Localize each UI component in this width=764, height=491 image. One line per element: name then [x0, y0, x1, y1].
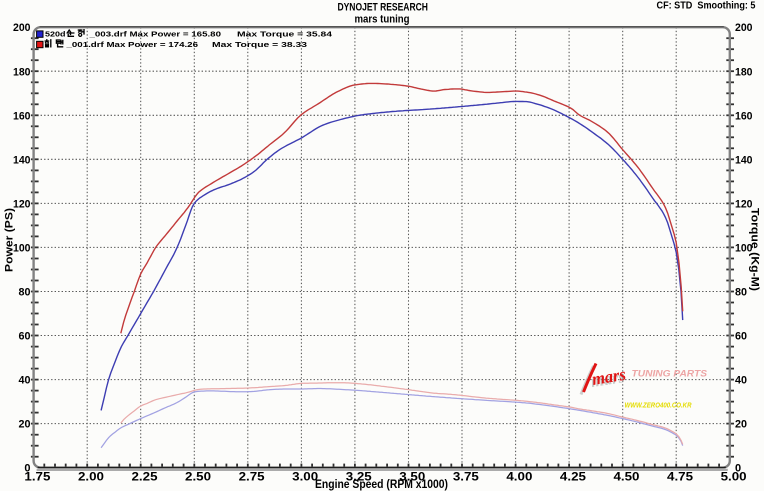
svg-text:1.75: 1.75 [24, 469, 50, 483]
svg-text:2.50: 2.50 [185, 469, 211, 483]
svg-text:120: 120 [735, 198, 753, 210]
svg-text:2.00: 2.00 [78, 469, 104, 483]
svg-text:160: 160 [735, 110, 753, 122]
svg-text:4.50: 4.50 [613, 469, 639, 483]
svg-text:3.50: 3.50 [399, 469, 425, 483]
svg-text:180: 180 [13, 66, 31, 78]
svg-text:40: 40 [735, 375, 747, 387]
svg-text:120: 120 [13, 198, 31, 210]
svg-text:4.00: 4.00 [506, 469, 532, 483]
svg-text:2.25: 2.25 [132, 469, 158, 483]
svg-text:20: 20 [19, 419, 31, 431]
svg-text:80: 80 [735, 287, 747, 299]
svg-text:60: 60 [19, 331, 31, 343]
svg-text:DYNOJET RESEARCH: DYNOJET RESEARCH [337, 2, 428, 14]
svg-text:100: 100 [735, 242, 753, 254]
svg-text:Engine Speed (RPM x1000): Engine Speed (RPM x1000) [315, 479, 448, 491]
svg-text:CF: STD Smoothing: 5: CF: STD Smoothing: 5 [657, 1, 756, 12]
svg-text:0: 0 [735, 463, 741, 475]
svg-text:Max Torque = 35.84: Max Torque = 35.84 [237, 29, 333, 38]
svg-text:Max Torque = 38.33: Max Torque = 38.33 [212, 40, 307, 49]
svg-text:20: 20 [735, 419, 747, 431]
svg-text:_001.drf Max Power = 174.26: _001.drf Max Power = 174.26 [65, 40, 198, 49]
svg-text:4.75: 4.75 [667, 469, 693, 483]
svg-text:TUNING PARTS: TUNING PARTS [632, 369, 708, 379]
svg-text:_003.drf Max Power = 165.80: _003.drf Max Power = 165.80 [88, 29, 221, 38]
svg-text:WWW.ZERO400.CO.KR: WWW.ZERO400.CO.KR [625, 401, 692, 410]
svg-text:520d: 520d [45, 29, 66, 38]
svg-text:4.25: 4.25 [560, 469, 586, 483]
svg-text:40: 40 [19, 375, 31, 387]
svg-text:2.75: 2.75 [239, 469, 265, 483]
svg-text:140: 140 [735, 154, 753, 166]
svg-text:100: 100 [13, 242, 31, 254]
svg-text:mars tuning: mars tuning [355, 13, 410, 25]
svg-text:200: 200 [735, 22, 753, 34]
svg-text:3.75: 3.75 [453, 469, 479, 483]
svg-text:180: 180 [735, 66, 753, 78]
svg-text:0: 0 [24, 463, 30, 475]
svg-text:Power (PS): Power (PS) [4, 208, 16, 272]
svg-text:3.25: 3.25 [346, 469, 372, 483]
svg-text:200: 200 [13, 22, 31, 34]
svg-text:5.00: 5.00 [721, 469, 747, 483]
svg-text:60: 60 [735, 331, 747, 343]
svg-text:Torque (Kg-M): Torque (Kg-M) [749, 208, 761, 291]
svg-text:3.00: 3.00 [292, 469, 318, 483]
svg-text:80: 80 [19, 287, 31, 299]
svg-text:160: 160 [13, 110, 31, 122]
svg-text:140: 140 [13, 154, 31, 166]
